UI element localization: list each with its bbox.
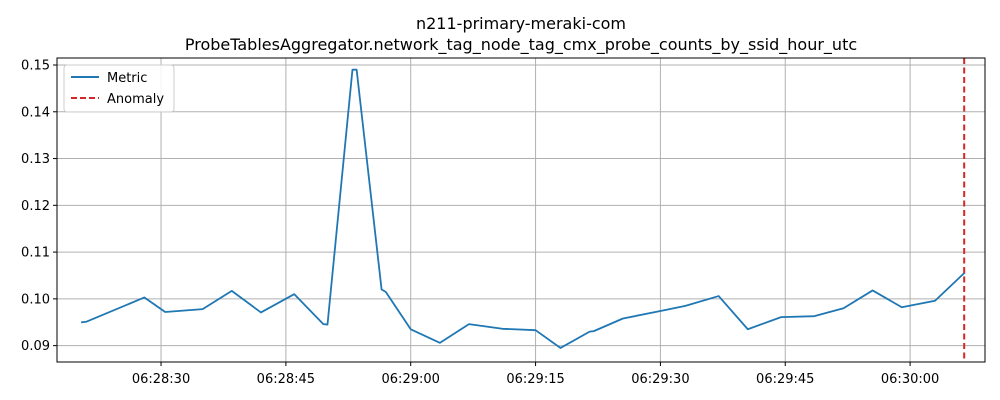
- y-tick-label: 0.10: [21, 292, 50, 307]
- x-tick-label: 06:28:30: [132, 372, 190, 387]
- y-tick-label: 0.15: [21, 59, 50, 74]
- legend: Metric Anomaly: [63, 64, 175, 113]
- legend-metric-label: Metric: [107, 71, 147, 86]
- y-tick-labels: 0.09 0.10 0.11 0.12 0.13 0.14 0.15: [21, 59, 50, 355]
- y-tick-label: 0.09: [21, 339, 50, 354]
- x-tick-label: 06:29:00: [382, 372, 440, 387]
- x-tick-label: 06:28:45: [257, 372, 315, 387]
- y-tick-label: 0.14: [21, 105, 50, 120]
- x-tick-label: 06:29:45: [756, 372, 814, 387]
- series-layer: [80, 68, 966, 349]
- x-tick-label: 06:30:00: [881, 372, 939, 387]
- y-tick-label: 0.11: [21, 246, 50, 261]
- x-tick-labels: 06:28:30 06:28:45 06:29:00 06:29:15 06:29:30…: [132, 372, 939, 387]
- grid-lines: [57, 58, 985, 362]
- x-tick-label: 06:29:15: [506, 372, 564, 387]
- x-tick-label: 06:29:30: [631, 372, 689, 387]
- series-line-metric: [80, 68, 966, 349]
- y-tick-label: 0.13: [21, 152, 50, 167]
- x-tick-marks: [160, 362, 911, 366]
- chart-title: n211-primary-meraki-com: [416, 14, 626, 33]
- chart-subtitle: ProbeTablesAggregator.network_tag_node_t…: [185, 35, 857, 55]
- y-tick-label: 0.12: [21, 199, 50, 214]
- plot-area-frame: [56, 57, 986, 363]
- y-tick-marks: [53, 64, 57, 347]
- legend-anomaly-label: Anomaly: [107, 92, 164, 107]
